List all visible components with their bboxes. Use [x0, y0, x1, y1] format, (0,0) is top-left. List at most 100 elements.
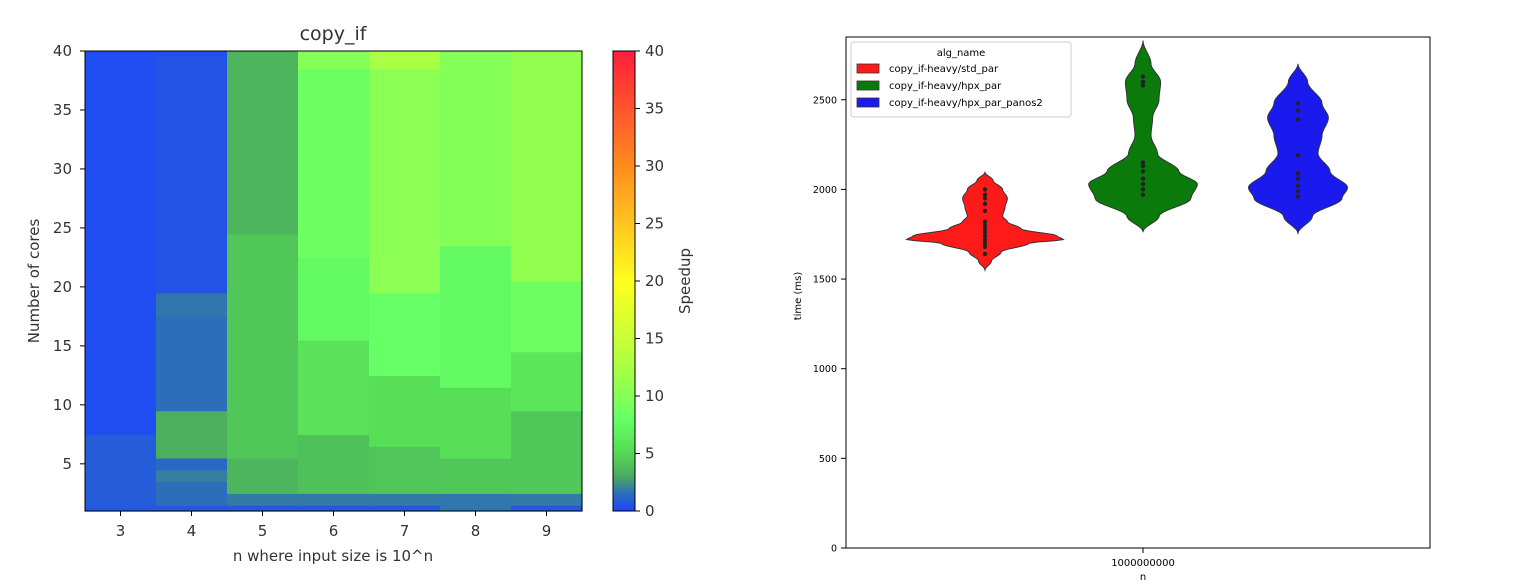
- heatmap-cell: [298, 493, 370, 506]
- colorbar-band: [613, 249, 635, 253]
- colorbar-band: [613, 447, 635, 452]
- colorbar-band: [613, 335, 635, 340]
- violin-point: [1140, 181, 1146, 187]
- heatmap-y-tick-label: 20: [53, 278, 72, 296]
- colorbar-band: [613, 467, 635, 472]
- violin-chart: 0 500 1000 1500 2000 2500 1000000000 n time (…: [793, 36, 1431, 583]
- colorbar-band: [613, 183, 635, 187]
- colorbar-band: [613, 393, 635, 397]
- colorbar-band: [613, 88, 635, 92]
- colorbar-band: [613, 102, 635, 107]
- colorbar-band: [613, 505, 635, 509]
- colorbar-band: [613, 396, 635, 400]
- colorbar-band: [613, 387, 635, 391]
- heatmap-y-tick-label: 30: [53, 160, 72, 178]
- heatmap-cell: [156, 410, 228, 459]
- heatmap-cell: [298, 257, 370, 341]
- colorbar-band: [613, 120, 635, 124]
- violin-point: [1295, 108, 1301, 113]
- colorbar-band: [613, 304, 635, 308]
- colorbar-band: [613, 194, 635, 199]
- violin-point: [1295, 117, 1301, 122]
- heatmap-cell: [440, 493, 512, 512]
- colorbar-band: [613, 174, 635, 179]
- colorbar-band: [613, 131, 635, 135]
- violin-y-tick-label: 1000: [813, 364, 837, 375]
- colorbar-band: [613, 263, 635, 268]
- heatmap-x-tick-label: 3: [116, 522, 126, 540]
- heatmap-cell: [156, 292, 228, 317]
- heatmap-cell: [156, 56, 228, 294]
- colorbar-band: [613, 260, 635, 265]
- colorbar-band: [613, 419, 635, 423]
- colorbar-band: [613, 148, 635, 153]
- violin-x-tick-label: 1000000000: [1111, 558, 1175, 569]
- colorbar-band: [613, 350, 635, 354]
- colorbar-tick-label: 35: [645, 100, 664, 118]
- violin-point: [982, 196, 988, 201]
- colorbar-band: [613, 108, 635, 112]
- colorbar-band: [613, 456, 635, 460]
- colorbar-band: [613, 154, 635, 158]
- violin-point: [982, 244, 988, 249]
- colorbar-band: [613, 444, 635, 449]
- heatmap-x-axis-label: n where input size is 10^n: [233, 547, 433, 565]
- colorbar-band: [613, 373, 635, 377]
- colorbar-band: [613, 266, 635, 271]
- violin-point: [982, 219, 988, 224]
- legend-swatch: [856, 97, 880, 108]
- colorbar-band: [613, 430, 635, 434]
- colorbar-band: [613, 283, 635, 288]
- heatmap-cell: [156, 505, 228, 512]
- colorbar-band: [613, 490, 635, 495]
- colorbar-band: [613, 140, 635, 144]
- colorbar-band: [613, 361, 635, 365]
- colorbar-band: [613, 398, 635, 403]
- colorbar-band: [613, 421, 635, 426]
- colorbar-band: [613, 151, 635, 156]
- colorbar-band: [613, 281, 635, 285]
- violin-point: [982, 192, 988, 197]
- colorbar-band: [613, 275, 635, 279]
- violin-point: [1140, 83, 1146, 88]
- colorbar-band: [613, 186, 635, 190]
- heatmap-y-tick-label: 25: [53, 219, 72, 237]
- colorbar-band: [613, 82, 635, 87]
- heatmap-cell: [440, 245, 512, 388]
- colorbar-band: [613, 413, 635, 417]
- violin-y-tick-label: 2000: [813, 185, 837, 196]
- colorbar-band: [613, 51, 635, 55]
- colorbar-band: [613, 364, 635, 368]
- colorbar-band: [613, 157, 635, 161]
- heatmap-x-tick-label: 4: [187, 522, 197, 540]
- colorbar-band: [613, 243, 635, 248]
- colorbar-band: [613, 62, 635, 66]
- colorbar-band: [613, 499, 635, 503]
- heatmap-cell: [227, 233, 299, 459]
- colorbar-band: [613, 246, 635, 250]
- colorbar-band: [613, 137, 635, 141]
- colorbar-band: [613, 145, 635, 150]
- heatmap-cell: [227, 505, 299, 512]
- legend-swatch: [856, 80, 880, 91]
- colorbar-band: [613, 404, 635, 409]
- heatmap-cell: [369, 375, 441, 447]
- colorbar-band: [613, 258, 635, 262]
- colorbar-band: [613, 332, 635, 337]
- violin-body: [1088, 40, 1198, 233]
- heatmap-cell: [298, 339, 370, 435]
- colorbar-band: [613, 214, 635, 219]
- colorbar-band: [613, 450, 635, 455]
- colorbar-band: [613, 341, 635, 345]
- colorbar-band: [613, 59, 635, 64]
- colorbar-band: [613, 424, 635, 429]
- violin-point: [1140, 163, 1146, 169]
- colorbar-band: [613, 143, 635, 147]
- violin-point: [982, 223, 988, 228]
- heatmap-x-tick-label: 7: [400, 522, 410, 540]
- violin-point: [1295, 171, 1301, 176]
- heatmap-cell: [369, 446, 441, 494]
- colorbar-band: [613, 488, 635, 492]
- legend-item-label: copy_if-heavy/std_par: [889, 64, 999, 75]
- colorbar-band: [613, 508, 635, 512]
